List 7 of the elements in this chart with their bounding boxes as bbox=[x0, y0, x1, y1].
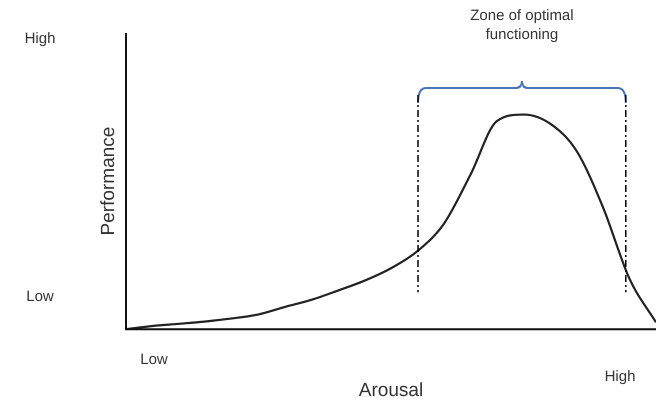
text: Low bbox=[26, 288, 54, 306]
text: High bbox=[24, 30, 56, 47]
text: Low bbox=[140, 351, 168, 368]
text: Zone of optimal functioning bbox=[470, 7, 574, 43]
y-axis-title: Performance bbox=[98, 126, 119, 236]
x-axis-title: Arousal bbox=[358, 380, 424, 401]
text: High bbox=[604, 368, 636, 386]
